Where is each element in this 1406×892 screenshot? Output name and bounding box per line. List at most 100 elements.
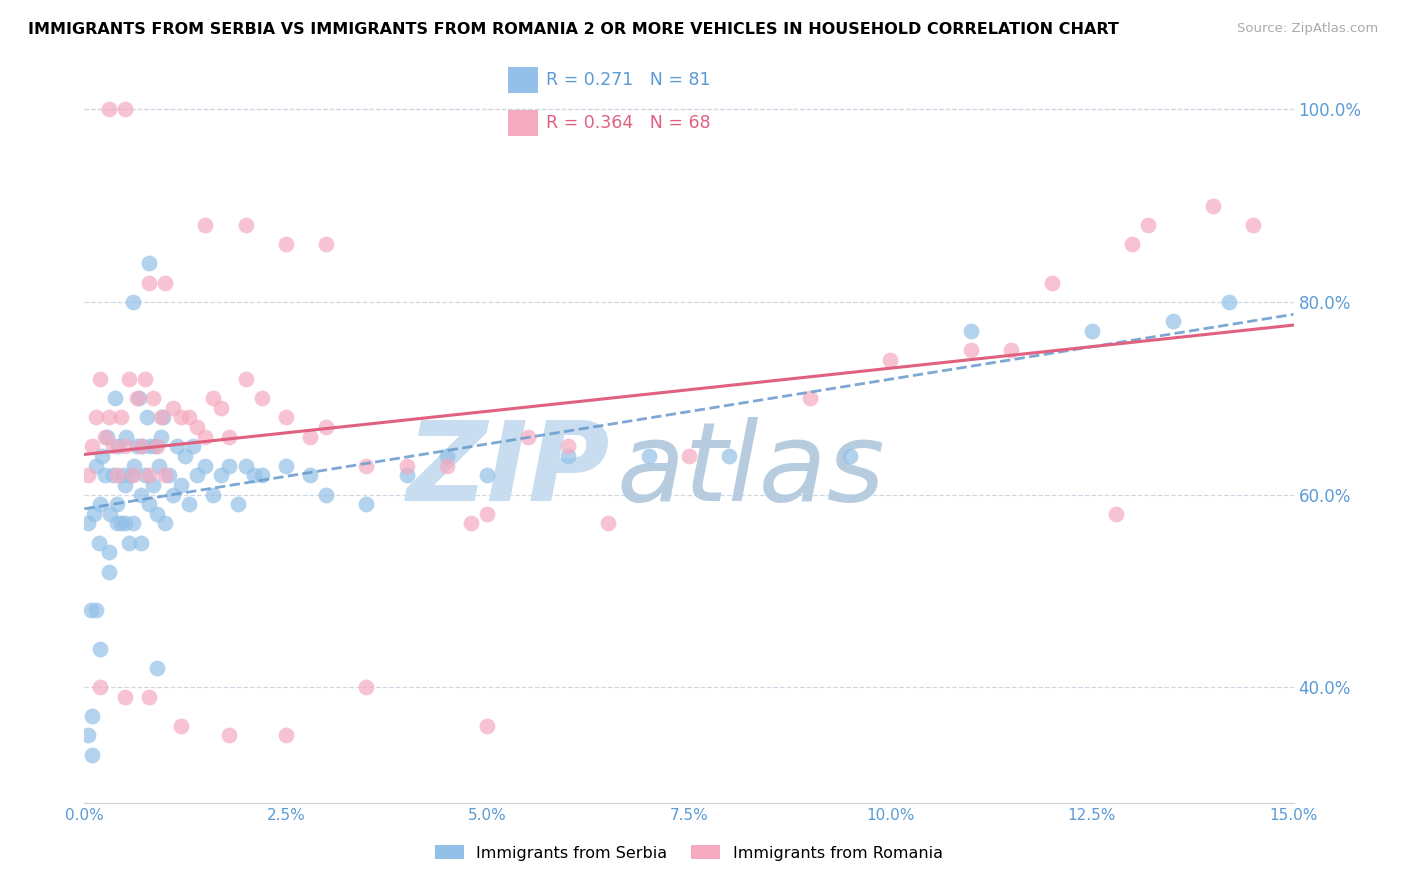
Point — [202, 487, 225, 501]
Point — [146, 439, 169, 453]
Point — [226, 497, 249, 511]
Bar — [508, 110, 537, 136]
Point — [120, 468, 142, 483]
Point — [162, 401, 184, 415]
Point — [460, 516, 482, 531]
Legend: Immigrants from Serbia, Immigrants from Romania: Immigrants from Serbia, Immigrants from … — [429, 838, 949, 867]
Point — [101, 468, 124, 483]
Point — [91, 449, 114, 463]
Point — [104, 391, 127, 405]
Point — [89, 372, 111, 386]
Point — [356, 458, 378, 473]
Point — [97, 410, 120, 425]
Point — [194, 430, 217, 444]
Text: R = 0.271   N = 81: R = 0.271 N = 81 — [547, 70, 711, 88]
Point — [218, 728, 240, 742]
Point — [152, 410, 174, 425]
Point — [1000, 343, 1022, 357]
Point — [166, 439, 188, 453]
Point — [839, 449, 862, 463]
Point — [960, 324, 983, 338]
Point — [129, 487, 152, 501]
Point — [114, 439, 136, 453]
Point — [89, 641, 111, 656]
Point — [138, 256, 160, 270]
Point — [436, 449, 458, 463]
Point — [299, 430, 322, 444]
Point — [149, 410, 172, 425]
Point — [86, 458, 108, 473]
Point — [598, 516, 620, 531]
Point — [250, 468, 273, 483]
Point — [110, 410, 132, 425]
Point — [101, 439, 124, 453]
Point — [107, 439, 129, 453]
Text: atlas: atlas — [616, 417, 884, 524]
Point — [1137, 218, 1160, 232]
Point — [1040, 276, 1063, 290]
Point — [1202, 198, 1225, 212]
Point — [181, 439, 204, 453]
Point — [138, 468, 160, 483]
Point — [637, 449, 659, 463]
Point — [1081, 324, 1104, 338]
Point — [218, 430, 240, 444]
Point — [97, 545, 120, 559]
Point — [170, 410, 193, 425]
Point — [121, 468, 143, 483]
Point — [134, 372, 156, 386]
Point — [114, 516, 136, 531]
Point — [82, 439, 104, 453]
Point — [125, 391, 148, 405]
Point — [242, 468, 264, 483]
Point — [179, 497, 201, 511]
Point — [125, 439, 148, 453]
Point — [114, 102, 136, 116]
Point — [118, 535, 141, 549]
Point — [557, 439, 579, 453]
Point — [124, 458, 146, 473]
Point — [114, 690, 136, 704]
Bar — [508, 67, 537, 93]
Point — [235, 372, 257, 386]
Point — [315, 420, 337, 434]
Point — [138, 497, 160, 511]
Point — [146, 507, 169, 521]
Point — [153, 276, 176, 290]
Point — [235, 218, 257, 232]
Point — [115, 430, 138, 444]
Point — [118, 372, 141, 386]
Point — [121, 516, 143, 531]
Point — [299, 468, 322, 483]
Point — [139, 439, 162, 453]
Point — [1218, 294, 1240, 309]
Point — [86, 410, 108, 425]
Point — [718, 449, 741, 463]
Point — [105, 516, 128, 531]
Point — [1241, 218, 1264, 232]
Point — [274, 410, 297, 425]
Point — [136, 410, 159, 425]
Point — [138, 690, 160, 704]
Point — [170, 719, 193, 733]
Point — [274, 458, 297, 473]
Point — [477, 468, 499, 483]
Point — [87, 535, 110, 549]
Point — [97, 102, 120, 116]
Point — [80, 603, 103, 617]
Text: IMMIGRANTS FROM SERBIA VS IMMIGRANTS FROM ROMANIA 2 OR MORE VEHICLES IN HOUSEHOL: IMMIGRANTS FROM SERBIA VS IMMIGRANTS FRO… — [28, 22, 1119, 37]
Point — [105, 497, 128, 511]
Point — [82, 747, 104, 762]
Point — [96, 430, 118, 444]
Point — [356, 497, 378, 511]
Point — [174, 449, 197, 463]
Point — [153, 468, 176, 483]
Point — [879, 352, 901, 367]
Point — [77, 728, 100, 742]
Point — [82, 709, 104, 723]
Point — [395, 458, 418, 473]
Point — [1105, 507, 1128, 521]
Point — [250, 391, 273, 405]
Point — [678, 449, 700, 463]
Point — [274, 237, 297, 252]
